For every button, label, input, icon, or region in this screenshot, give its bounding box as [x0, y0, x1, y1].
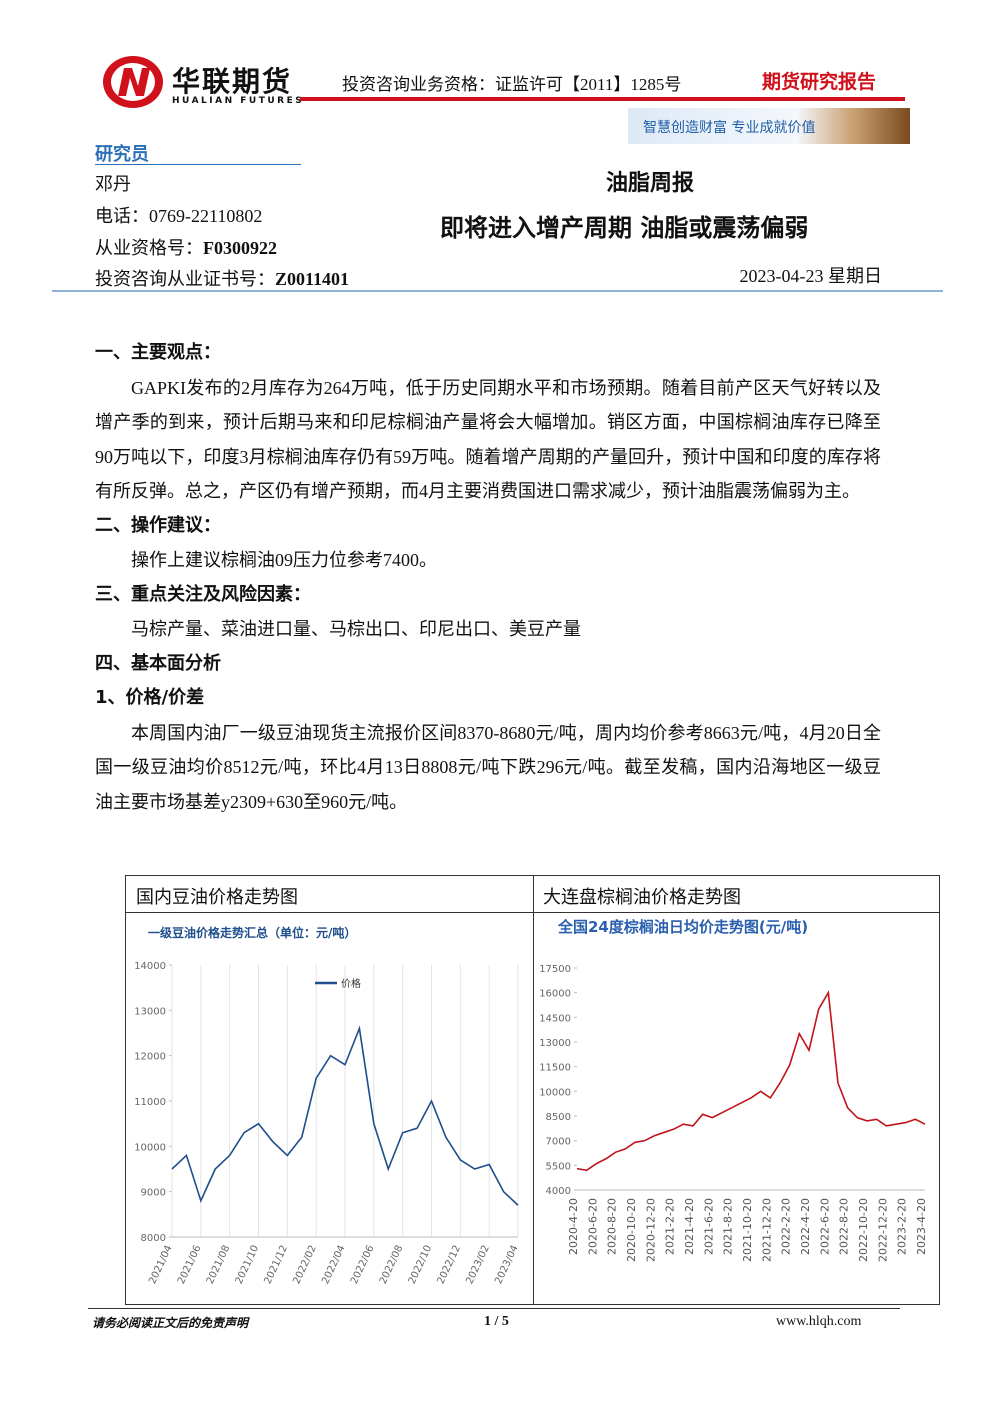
section-heading: 1、价格/价差: [95, 687, 205, 708]
x-tick-label: 2022-2-20: [780, 1198, 793, 1255]
logo-mark: [103, 56, 163, 108]
x-tick-label: 2023/04: [493, 1244, 521, 1286]
header-divider: [52, 290, 943, 292]
report-date: 2023-04-23 星期日: [739, 266, 883, 286]
paragraph: 马棕产量、菜油进口量、马棕出口、印尼出口、美豆产量: [131, 619, 581, 639]
y-tick-label: 12000: [134, 1052, 166, 1063]
license: 从业资格号：F0300922: [95, 234, 277, 260]
figure-header: 大连盘棕榈油价格走势图: [543, 887, 741, 907]
y-tick-label: 14000: [134, 961, 166, 972]
y-tick-label: 5500: [546, 1161, 571, 1172]
x-tick-label: 2022-4-20: [799, 1198, 812, 1255]
x-tick-label: 2021/04: [147, 1244, 175, 1286]
x-tick-label: 2021-10-20: [741, 1198, 754, 1262]
y-tick-label: 9000: [141, 1188, 166, 1199]
x-tick-label: 2022/04: [320, 1244, 348, 1286]
figure-divider: [533, 875, 534, 1305]
section-heading: 二、操作建议：: [95, 514, 221, 536]
y-tick-label: 13000: [539, 1038, 571, 1049]
x-tick-label: 2023-4-20: [915, 1198, 928, 1255]
x-tick-label: 2022/08: [378, 1244, 406, 1286]
disclaimer: 请务必阅读正文后的免责声明: [92, 1316, 249, 1330]
x-tick-label: 2021-8-20: [722, 1198, 735, 1255]
logo-en: HUALIAN FUTURES: [172, 96, 305, 106]
x-tick-label: 2023-2-20: [896, 1198, 909, 1255]
section-heading: 三、重点关注及风险因素：: [95, 583, 311, 605]
y-tick-label: 4000: [546, 1186, 571, 1197]
x-tick-label: 2020-8-20: [606, 1198, 619, 1255]
paragraph: 操作上建议棕榈油09压力位参考7400。: [131, 550, 437, 570]
x-tick-label: 2022/06: [349, 1244, 377, 1286]
researcher-heading: 研究员: [95, 144, 149, 165]
x-tick-label: 2022/12: [436, 1244, 464, 1286]
chart-title: 全国24度棕榈油日均价走势图(元/吨): [557, 918, 808, 936]
y-tick-label: 8500: [546, 1112, 571, 1123]
x-tick-label: 2020-4-20: [567, 1198, 580, 1255]
x-tick-label: 2021-6-20: [702, 1198, 715, 1255]
y-tick-label: 17500: [539, 964, 571, 975]
slogan: 智慧创造财富 专业成就价值: [643, 120, 816, 136]
y-tick-label: 10000: [539, 1087, 571, 1098]
figure-header-rule: [125, 912, 940, 913]
x-tick-label: 2021/06: [176, 1244, 204, 1286]
section-heading: 一、主要观点：: [95, 342, 221, 363]
report-subtitle: 即将进入增产周期 油脂或震荡偏弱: [440, 214, 809, 242]
researcher-rule: [95, 164, 301, 165]
report-title: 油脂周报: [605, 171, 694, 196]
logo-cn: 华联期货: [172, 65, 293, 98]
x-tick-label: 2022-6-20: [818, 1198, 831, 1255]
paragraph: 本周国内油厂一级豆油现货主流报价区间8370-8680元/吨，周内均价参考866…: [95, 722, 881, 812]
license-label: 从业资格号：: [95, 238, 203, 258]
body: 一、主要观点： GAPKI发布的2月库存为264万吨，低于历史同期水平和市场预期。…: [95, 336, 881, 819]
paragraph: GAPKI发布的2月库存为264万吨，低于历史同期水平和市场预期。随着目前产区天…: [95, 377, 881, 502]
figure-table: [125, 875, 940, 1305]
x-tick-label: 2021/10: [234, 1244, 262, 1286]
x-tick-label: 2022/02: [291, 1244, 319, 1286]
x-tick-label: 2022/10: [407, 1244, 435, 1286]
x-tick-label: 2021/12: [263, 1244, 291, 1286]
researcher-name: 邓丹: [95, 174, 131, 194]
y-tick-label: 16000: [539, 989, 571, 1000]
y-tick-label: 11500: [539, 1063, 571, 1074]
legend-label: 价格: [341, 977, 361, 990]
x-tick-label: 2020-12-20: [644, 1198, 657, 1262]
y-tick-label: 14500: [539, 1013, 571, 1024]
x-tick-label: 2021-2-20: [664, 1198, 677, 1255]
slogan-box: [628, 108, 910, 144]
consult-label: 投资咨询从业证书号：: [95, 269, 275, 289]
x-tick-label: 2023/02: [464, 1244, 492, 1286]
footer-rule: [88, 1308, 900, 1309]
consult: 投资咨询从业证书号：Z0011401: [95, 265, 349, 291]
figure-header: 国内豆油价格走势图: [136, 887, 298, 907]
x-tick-label: 2020-6-20: [586, 1198, 599, 1255]
y-tick-label: 11000: [134, 1097, 166, 1108]
chart-title: 一级豆油价格走势汇总（单位：元/吨）: [148, 925, 356, 940]
y-tick-label: 8000: [141, 1233, 166, 1244]
section-heading: 四、基本面分析: [95, 652, 221, 674]
phone: 电话：0769-22110802: [95, 206, 263, 226]
x-tick-label: 2020-10-20: [625, 1198, 638, 1262]
x-tick-label: 2022-10-20: [857, 1198, 870, 1262]
line: [576, 990, 926, 1172]
x-tick-label: 2022-12-20: [876, 1198, 889, 1262]
y-tick-label: 7000: [546, 1137, 571, 1148]
x-tick-label: 2021-4-20: [683, 1198, 696, 1255]
consult-number: Z0011401: [275, 269, 350, 289]
x-tick-label: 2021-12-20: [760, 1198, 773, 1262]
qualification: 投资咨询业务资格：证监许可【2011】1285号: [342, 75, 682, 94]
report-type: 期货研究报告: [762, 71, 877, 93]
page-number: 1 / 5: [484, 1314, 509, 1329]
license-number: F0300922: [203, 238, 277, 258]
line: [171, 1025, 519, 1206]
site: www.hlqh.com: [776, 1314, 862, 1329]
y-tick-label: 10000: [134, 1142, 166, 1153]
header-rule: [300, 97, 905, 101]
x-tick-label: 2021/08: [205, 1244, 233, 1286]
x-tick-label: 2022-8-20: [838, 1198, 851, 1255]
y-tick-label: 13000: [134, 1006, 166, 1017]
